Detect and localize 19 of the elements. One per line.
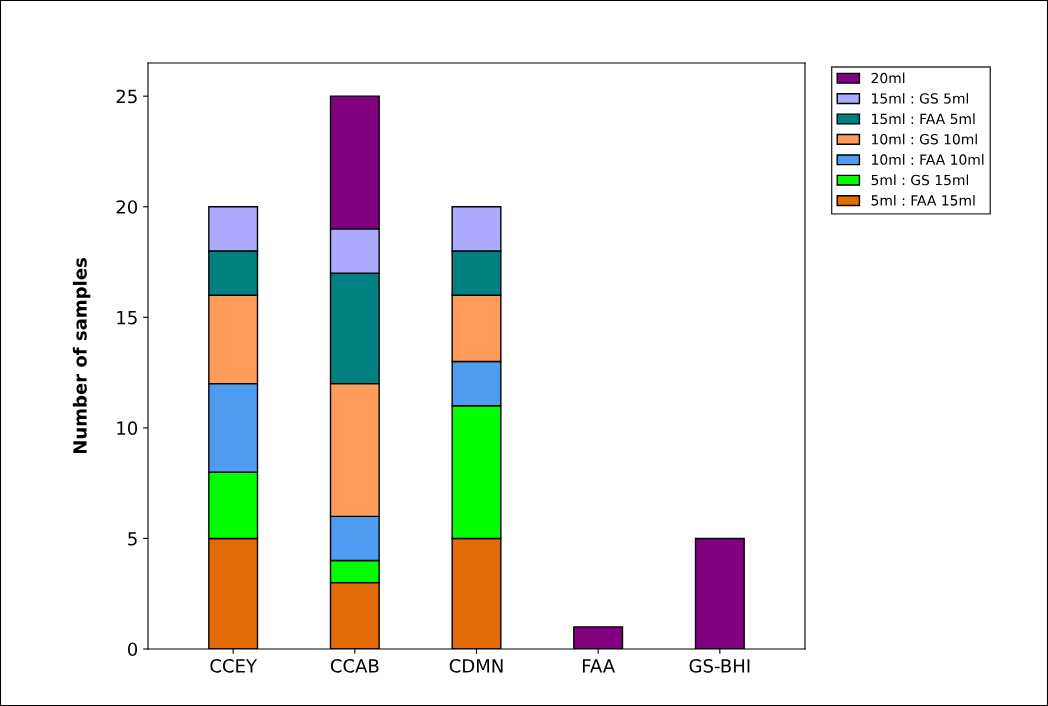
y-tick-label: 10 — [117, 421, 138, 435]
y-tick-label: 20 — [116, 200, 138, 214]
x-tick-label: CDMN — [449, 659, 503, 673]
legend-label: 20ml — [871, 72, 905, 84]
y-tick-label: 15 — [117, 311, 137, 325]
x-tick-label: GS-BHI — [689, 659, 750, 673]
y-tick-label: 5 — [128, 532, 137, 546]
y-axis-title: Number of samples — [72, 258, 91, 454]
y-tick-label: 0 — [127, 642, 138, 657]
legend-label: 5ml : FAA 15ml — [871, 194, 975, 206]
legend-label: 10ml : GS 10ml — [872, 133, 977, 145]
x-tick-label: CCEY — [210, 659, 258, 673]
x-tick-label: CCAB — [330, 659, 379, 673]
x-tick-label: FAA — [582, 659, 615, 673]
y-tick-label: 25 — [116, 89, 137, 104]
legend-label: 15ml : FAA 5ml — [872, 113, 975, 125]
legend-label: 15ml : GS 5ml — [872, 92, 969, 104]
legend-label: 10ml : FAA 10ml — [872, 154, 984, 165]
legend-label: 5ml : GS 15ml — [871, 174, 969, 186]
